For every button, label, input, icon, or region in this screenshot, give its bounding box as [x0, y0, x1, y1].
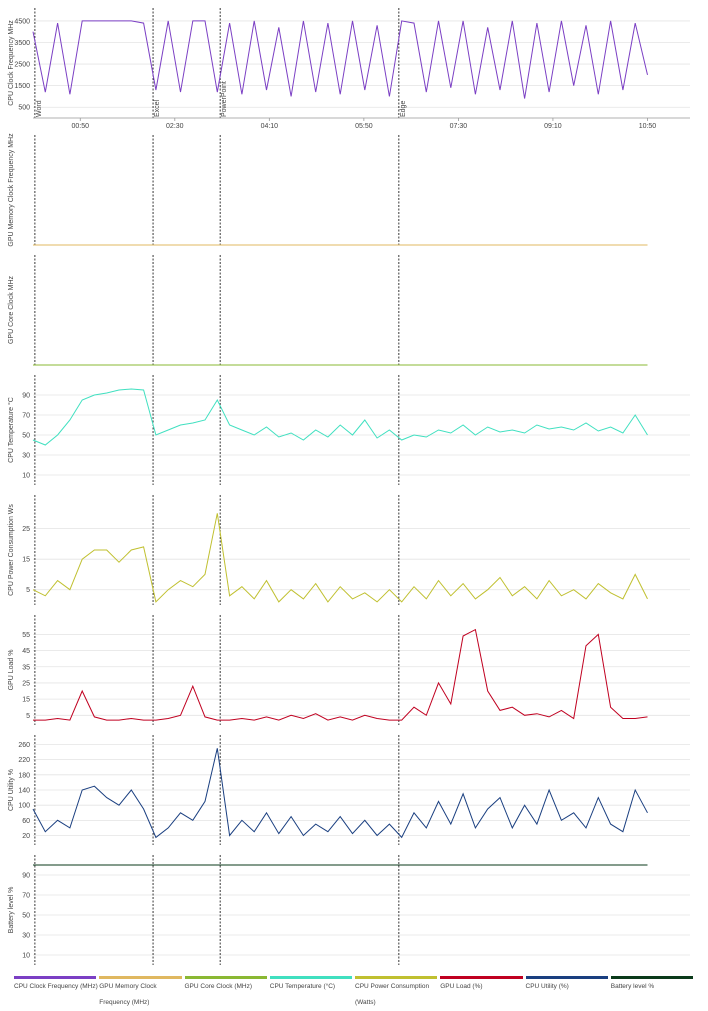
y-tick-label: 35: [22, 664, 30, 671]
legend-swatch: [184, 976, 267, 979]
series-line: [33, 628, 648, 721]
legend-item: GPU Load (%): [440, 976, 525, 1011]
legend-item: CPU Power Consumption (Watts): [355, 976, 440, 1011]
legend-label: CPU Clock Frequency (MHz): [14, 983, 98, 990]
legend-item: Battery level %: [610, 976, 696, 1011]
legend-swatch: [525, 976, 608, 979]
y-tick-label: 70: [22, 413, 30, 420]
series-line: [32, 513, 648, 603]
y-tick-label: 70: [22, 893, 30, 900]
y-tick-label: 45: [22, 648, 30, 655]
y-tick-label: 4500: [14, 18, 30, 25]
y-tick-label: 30: [22, 933, 30, 940]
legend-label: CPU Power Consumption (Watts): [355, 983, 430, 1006]
y-tick-label: 25: [22, 526, 30, 533]
legend-item: GPU Core Clock (MHz): [184, 976, 270, 1011]
x-tick-label: 00:50: [72, 123, 90, 130]
legend-item: CPU Temperature (°C): [269, 976, 355, 1011]
y-tick-label: 260: [18, 742, 30, 749]
y-tick-label: 20: [22, 833, 30, 840]
x-tick-label: 09:10: [544, 123, 562, 130]
series-line: [32, 20, 648, 99]
y-axis-label: Battery level %: [8, 887, 15, 934]
y-axis-label: GPU Core Clock MHz: [8, 275, 15, 344]
y-tick-label: 10: [22, 473, 30, 480]
y-tick-label: 10: [22, 953, 30, 960]
x-tick-label: 10:50: [639, 123, 657, 130]
annotation-label: Excel: [154, 99, 161, 117]
legend-swatch: [14, 976, 97, 979]
y-tick-label: 1500: [14, 83, 30, 90]
y-tick-label: 90: [22, 873, 30, 880]
y-axis-label: CPU Temperature °C: [7, 397, 15, 463]
legend-item: GPU Memory Clock Frequency (MHz): [99, 976, 184, 1011]
y-axis-label: CPU Utility %: [8, 769, 15, 811]
y-tick-label: 100: [18, 803, 30, 810]
annotation-label: Word: [36, 100, 43, 117]
annotation-label: PowerPoint: [221, 81, 228, 117]
y-tick-label: 2500: [14, 62, 30, 69]
y-tick-label: 15: [22, 557, 30, 564]
y-tick-label: 5: [26, 713, 30, 720]
y-tick-label: 3500: [14, 40, 30, 47]
y-axis-label: CPU Clock Frequency MHz: [8, 20, 15, 106]
legend-swatch: [610, 976, 693, 979]
legend-item: CPU Clock Frequency (MHz): [14, 976, 99, 1011]
y-axis-label: GPU Load %: [8, 650, 15, 691]
legend: CPU Clock Frequency (MHz) GPU Memory Cloc…: [14, 976, 696, 1011]
y-tick-label: 50: [22, 913, 30, 920]
y-tick-label: 30: [22, 453, 30, 460]
y-tick-label: 220: [18, 757, 30, 764]
legend-label: Battery level %: [610, 983, 655, 990]
series-line: [32, 748, 648, 839]
y-tick-label: 15: [22, 697, 30, 704]
x-tick-label: 07:30: [450, 123, 468, 130]
y-axis-label: CPU Power Consumption Ws: [8, 504, 15, 596]
legend-label: CPU Utility (%): [525, 983, 569, 990]
y-tick-label: 180: [18, 772, 30, 779]
legend-swatch: [355, 976, 438, 979]
x-tick-label: 04:10: [261, 123, 279, 130]
legend-label: CPU Temperature (°C): [269, 983, 336, 990]
annotation-label: Edge: [400, 101, 407, 117]
legend-label: GPU Load (%): [440, 983, 483, 990]
y-tick-label: 55: [22, 632, 30, 639]
legend-item: CPU Utility (%): [525, 976, 611, 1011]
y-tick-label: 90: [22, 393, 30, 400]
y-tick-label: 5: [26, 587, 30, 594]
legend-swatch: [269, 976, 352, 979]
legend-swatch: [99, 976, 182, 979]
legend-label: GPU Core Clock (MHz): [184, 983, 253, 990]
y-tick-label: 140: [18, 788, 30, 795]
x-tick-label: 02:30: [166, 123, 184, 130]
legend-label: GPU Memory Clock Frequency (MHz): [99, 983, 157, 1006]
legend-swatch: [440, 976, 523, 979]
y-tick-label: 500: [18, 105, 30, 112]
x-tick-label: 05:50: [355, 123, 373, 130]
y-tick-label: 60: [22, 818, 30, 825]
series-line: [32, 388, 648, 446]
y-tick-label: 50: [22, 433, 30, 440]
y-axis-label: GPU Memory Clock Frequency MHz: [8, 133, 15, 247]
y-tick-label: 25: [22, 680, 30, 687]
